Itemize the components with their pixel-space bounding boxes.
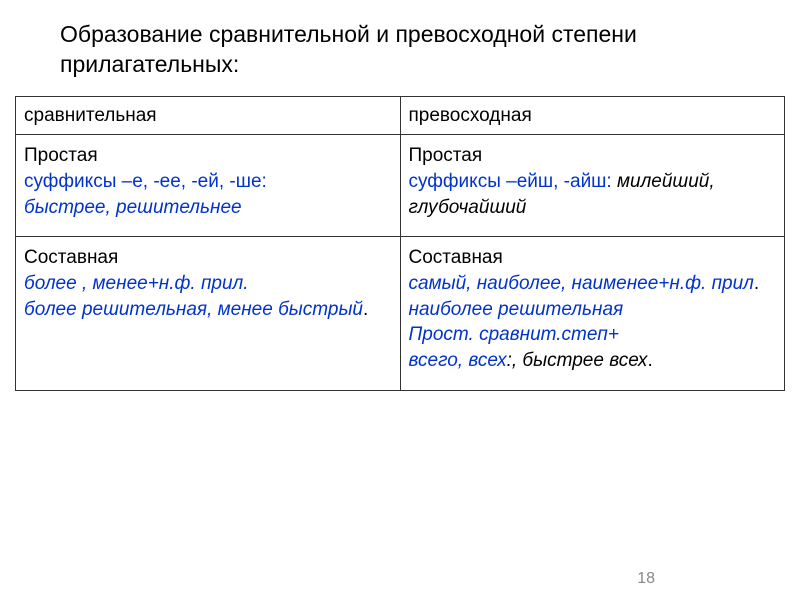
slide-title: Образование сравнительной и превосходной… [15,20,785,80]
table-header-row: сравнительная превосходная [16,96,785,135]
cell-period: . [363,299,368,320]
header-cell-comparative: сравнительная [16,96,401,135]
cell-compound-comparative: Составная более , менее+н.ф. прил. более… [16,237,401,390]
cell-words: всего, всех [409,350,507,371]
cell-formula: самый, наиболее, наименее+н.ф. прил [409,273,754,294]
table-row-simple: Простая суффиксы –е, -ее, -ей, -ше: быст… [16,135,785,237]
cell-label: Составная [24,245,392,271]
cell-formula: более , менее+н.ф. прил. [24,271,392,297]
comparison-table: сравнительная превосходная Простая суффи… [15,96,785,391]
cell-example: наиболее решительная [409,297,777,323]
header-text: сравнительная [24,105,157,126]
cell-simple-superlative: Простая суффиксы –ейш, -айш: милейший, г… [400,135,785,237]
header-cell-superlative: превосходная [400,96,785,135]
cell-formula-line: самый, наиболее, наименее+н.ф. прил. [409,271,777,297]
cell-label: Простая [409,143,777,169]
cell-suffixes: суффиксы –ейш, -айш: [409,171,612,192]
cell-final-line: всего, всех:, быстрее всех. [409,348,777,374]
cell-examples-line: более решительная, менее быстрый. [24,297,392,323]
cell-period: . [647,350,652,371]
page-number: 18 [637,570,655,588]
cell-label: Составная [409,245,777,271]
cell-note: Прост. сравнит.степ+ [409,322,777,348]
cell-compound-superlative: Составная самый, наиболее, наименее+н.ф.… [400,237,785,390]
cell-suffixes: суффиксы –е, -ее, -ей, -ше: [24,169,392,195]
cell-label: Простая [24,143,392,169]
cell-simple-comparative: Простая суффиксы –е, -ее, -ей, -ше: быст… [16,135,401,237]
cell-examples: более решительная, менее быстрый [24,299,363,320]
cell-suffixes-line: суффиксы –ейш, -айш: милейший, глубочайш… [409,169,777,220]
cell-examples: быстрее, решительнее [24,195,392,221]
header-text: превосходная [409,105,532,126]
cell-period: . [754,273,759,294]
cell-example-end: :, быстрее всех [507,350,648,371]
table-row-compound: Составная более , менее+н.ф. прил. более… [16,237,785,390]
